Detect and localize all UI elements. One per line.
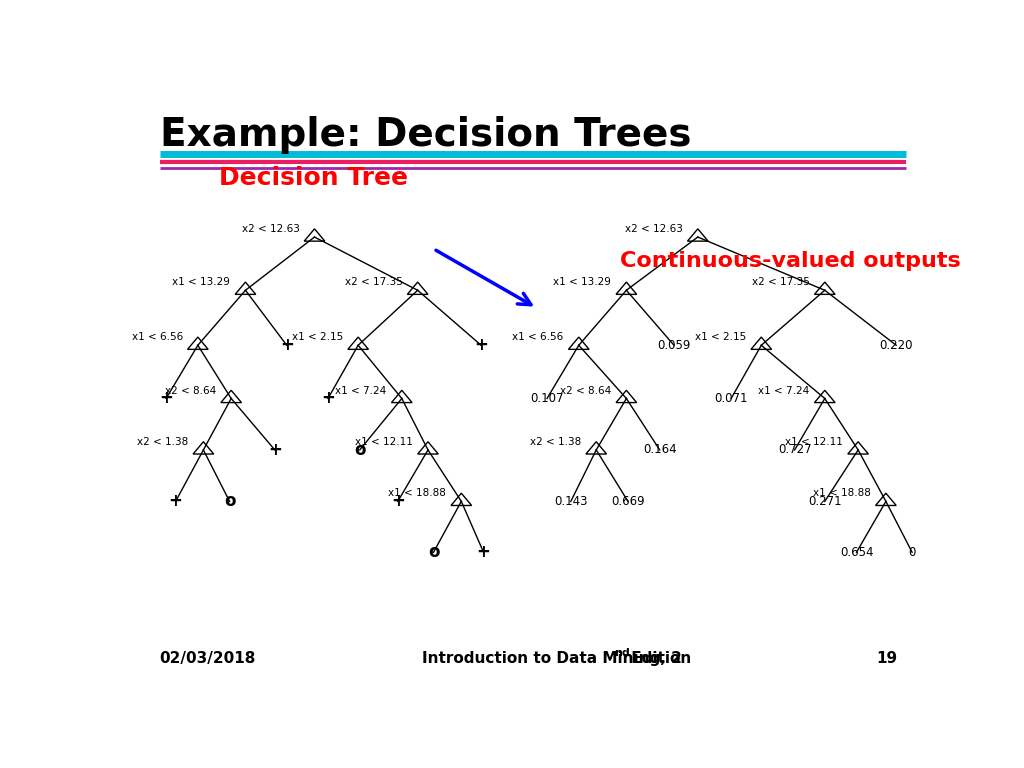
Text: o: o	[428, 543, 439, 561]
Text: x1 < 7.24: x1 < 7.24	[336, 386, 387, 396]
Text: 0.271: 0.271	[808, 495, 842, 508]
Text: +: +	[268, 441, 282, 459]
Text: 0.669: 0.669	[611, 495, 645, 508]
Text: x2 < 1.38: x2 < 1.38	[137, 437, 188, 447]
Text: x1 < 18.88: x1 < 18.88	[388, 488, 446, 498]
Text: 0.071: 0.071	[715, 392, 748, 405]
Text: x1 < 6.56: x1 < 6.56	[131, 333, 182, 343]
Text: 0.107: 0.107	[530, 392, 564, 405]
Text: x1 < 12.11: x1 < 12.11	[355, 437, 413, 447]
Text: +: +	[476, 543, 490, 561]
Text: Introduction to Data Mining, 2: Introduction to Data Mining, 2	[422, 650, 682, 666]
Text: +: +	[391, 492, 404, 511]
Text: 0.220: 0.220	[880, 339, 913, 352]
Text: nd: nd	[613, 648, 630, 658]
Text: +: +	[474, 336, 488, 354]
Text: x2 < 1.38: x2 < 1.38	[529, 437, 582, 447]
Text: x2 < 17.35: x2 < 17.35	[752, 277, 810, 287]
Text: x1 < 7.24: x1 < 7.24	[759, 386, 810, 396]
Text: x1 < 13.29: x1 < 13.29	[172, 277, 230, 287]
Text: Continuous-valued outputs: Continuous-valued outputs	[620, 250, 961, 270]
Text: 0.727: 0.727	[778, 443, 811, 456]
Text: x2 < 8.64: x2 < 8.64	[560, 386, 611, 396]
Text: x1 < 12.11: x1 < 12.11	[785, 437, 843, 447]
Text: 0.654: 0.654	[840, 546, 873, 559]
Text: x1 < 18.88: x1 < 18.88	[813, 488, 870, 498]
Text: Example: Decision Trees: Example: Decision Trees	[160, 116, 691, 154]
Text: 0.164: 0.164	[643, 443, 677, 456]
Text: x2 < 12.63: x2 < 12.63	[242, 224, 299, 234]
Text: x1 < 2.15: x1 < 2.15	[292, 333, 343, 343]
Text: +: +	[169, 492, 182, 511]
Text: x1 < 6.56: x1 < 6.56	[512, 333, 563, 343]
Text: o: o	[354, 441, 366, 459]
Text: 0: 0	[908, 546, 915, 559]
Text: x2 < 12.63: x2 < 12.63	[625, 224, 683, 234]
Text: 19: 19	[877, 650, 898, 666]
Text: Decision Tree: Decision Tree	[219, 166, 409, 190]
Text: o: o	[224, 492, 236, 511]
Text: +: +	[322, 389, 335, 408]
Text: 0.059: 0.059	[657, 339, 690, 352]
Text: Edition: Edition	[627, 650, 691, 666]
Text: 0.143: 0.143	[554, 495, 588, 508]
Text: x1 < 2.15: x1 < 2.15	[695, 333, 746, 343]
Text: x2 < 8.64: x2 < 8.64	[165, 386, 216, 396]
Text: +: +	[159, 389, 173, 408]
Text: 02/03/2018: 02/03/2018	[160, 650, 256, 666]
Text: x1 < 13.29: x1 < 13.29	[553, 277, 611, 287]
Text: x2 < 17.35: x2 < 17.35	[345, 277, 402, 287]
Text: +: +	[280, 336, 294, 354]
